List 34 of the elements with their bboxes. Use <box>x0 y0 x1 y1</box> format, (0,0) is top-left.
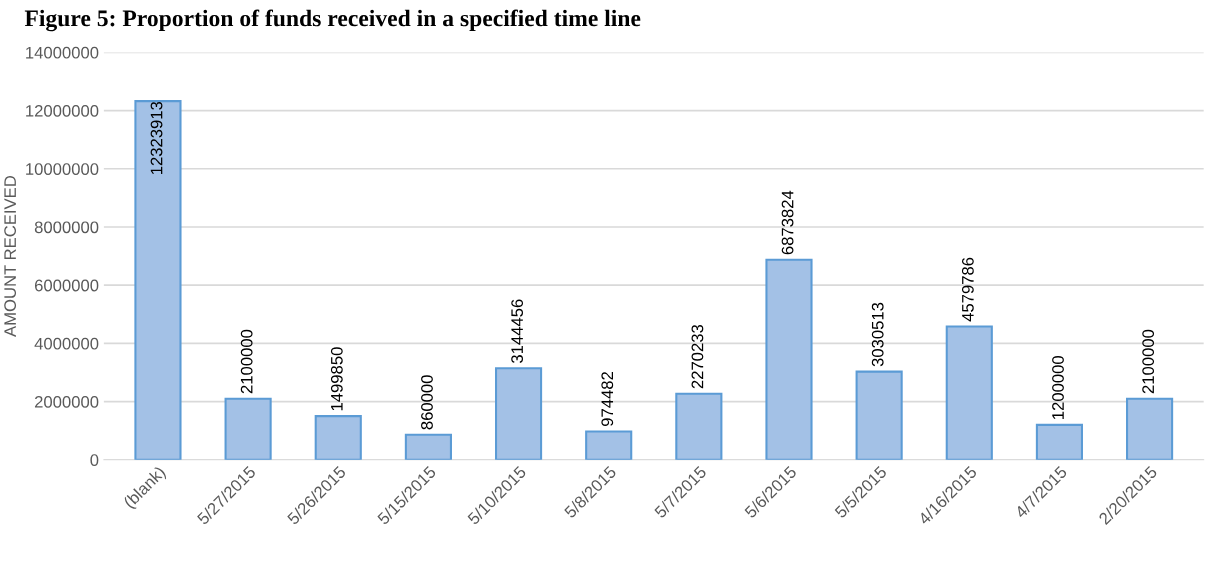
y-axis-title: AMOUNT RECEIVED <box>4 176 17 337</box>
data-label: 860000 <box>421 375 433 430</box>
data-label: 2100000 <box>1142 329 1155 394</box>
y-tick-label: 0 <box>90 454 99 466</box>
data-label: 3144456 <box>511 299 524 364</box>
data-label: 4579786 <box>961 257 974 322</box>
y-tick-label: 4000000 <box>34 337 99 350</box>
bar <box>134 100 182 460</box>
y-tick-label: 6000000 <box>34 279 99 292</box>
data-label: 12323913 <box>150 101 163 175</box>
data-label: 2270233 <box>691 324 704 389</box>
bar <box>675 392 723 460</box>
y-tick-label: 10000000 <box>26 163 99 175</box>
bar <box>585 430 633 460</box>
chart-title: Figure 5: Proportion of funds received in a specified time line <box>24 9 641 32</box>
y-tick-label: 2000000 <box>34 395 99 408</box>
bar <box>494 367 543 460</box>
y-tick-label: 12000000 <box>26 104 99 117</box>
y-tick-label: 8000000 <box>34 221 99 234</box>
bar <box>404 433 452 460</box>
data-label: 974482 <box>601 372 614 427</box>
bar <box>1035 423 1084 460</box>
data-label: 1200000 <box>1052 356 1064 419</box>
bar <box>224 397 272 460</box>
bar <box>314 415 362 460</box>
data-label: 1499850 <box>330 347 343 411</box>
bar <box>1126 397 1174 460</box>
data-label: 6873824 <box>781 190 794 255</box>
bar <box>855 370 903 460</box>
data-label: 2100000 <box>240 329 253 394</box>
y-tick-label: 14000000 <box>26 46 99 59</box>
bar <box>945 325 993 460</box>
bar <box>765 258 813 460</box>
data-label: 3030513 <box>871 302 884 367</box>
